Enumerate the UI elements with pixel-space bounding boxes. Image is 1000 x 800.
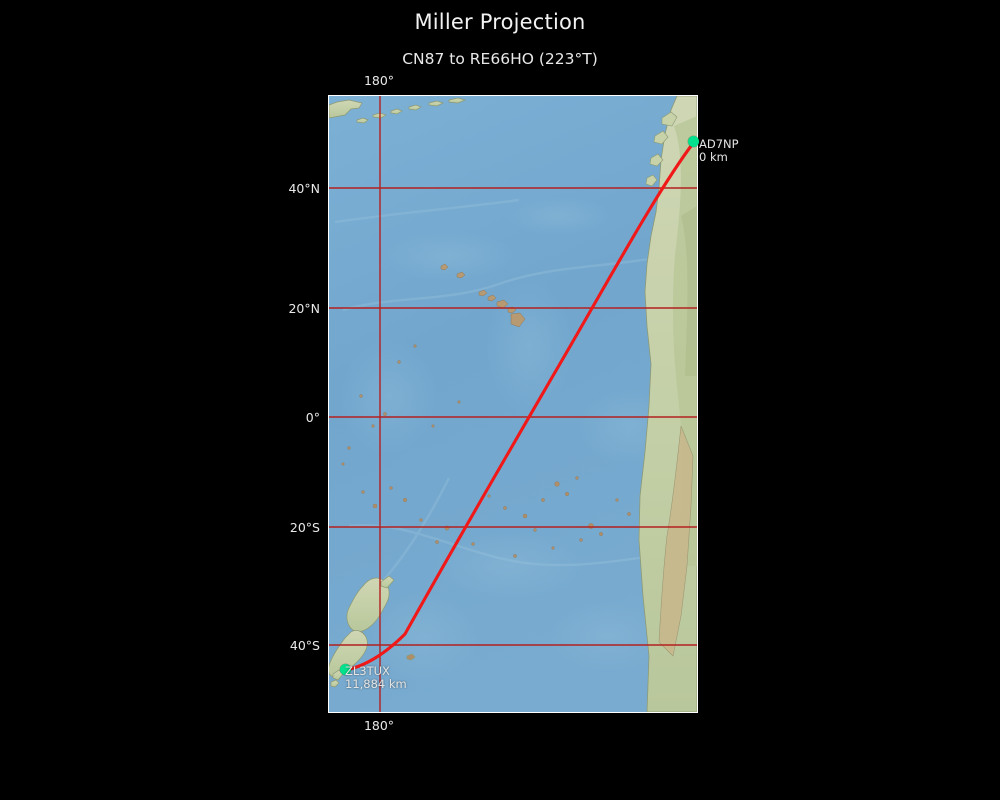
bathymetry-layer bbox=[339, 196, 684, 681]
great-circle-path bbox=[344, 140, 696, 672]
y-tick-0: 0° bbox=[305, 410, 320, 425]
map-canvas[interactable] bbox=[328, 95, 698, 713]
graticule-parallels bbox=[329, 187, 697, 646]
land-layer bbox=[329, 96, 697, 712]
page-title: Miller Projection bbox=[414, 10, 586, 34]
x-tick-top: 180° bbox=[363, 73, 395, 88]
y-tick-40s: 40°S bbox=[289, 638, 320, 653]
endpoint-marker-zl3tux[interactable] bbox=[340, 664, 351, 675]
endpoint-marker-ad7np[interactable] bbox=[688, 136, 699, 147]
endpoint-callout-ad7np: AD7NP 0 km bbox=[699, 138, 739, 164]
endpoint-callout-zl3tux: ZL3TUX 11,884 km bbox=[345, 665, 407, 691]
map-inner bbox=[329, 96, 697, 712]
endpoint-distance-ad7np: 0 km bbox=[699, 150, 728, 164]
y-tick-40n: 40°N bbox=[288, 181, 320, 196]
x-tick-bottom: 180° bbox=[363, 718, 395, 733]
endpoint-distance-zl3tux: 11,884 km bbox=[345, 677, 407, 691]
map-graphics bbox=[329, 96, 697, 712]
page-subtitle: CN87 to RE66HO (223°T) bbox=[402, 50, 598, 68]
y-tick-20n: 20°N bbox=[288, 301, 320, 316]
endpoint-callsign-ad7np: AD7NP bbox=[699, 137, 739, 151]
pacific-islands bbox=[341, 344, 631, 558]
y-tick-20s: 20°S bbox=[289, 520, 320, 535]
ridge-lines bbox=[334, 198, 680, 597]
endpoint-callsign-zl3tux: ZL3TUX bbox=[345, 664, 390, 678]
